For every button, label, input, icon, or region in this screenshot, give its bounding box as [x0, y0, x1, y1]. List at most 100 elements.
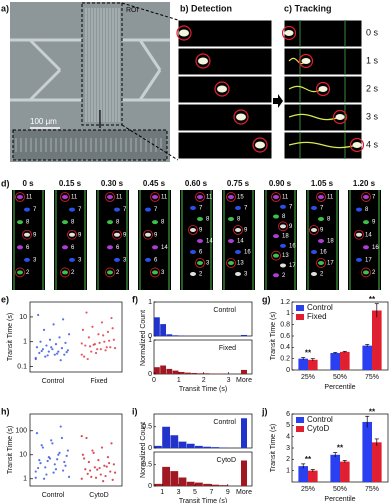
- tracked-circle: [15, 192, 25, 202]
- cell-id: 2: [372, 270, 376, 276]
- cell-id: 11: [161, 195, 168, 201]
- data-point: [108, 339, 111, 342]
- cell: [235, 272, 241, 276]
- cell: [69, 207, 75, 212]
- data-point: [51, 442, 54, 445]
- data-point: [96, 468, 99, 471]
- cell: [190, 206, 196, 210]
- data-point: [98, 341, 101, 344]
- histogram-bar: [178, 441, 187, 448]
- data-point: [58, 336, 61, 339]
- histogram-bar: [211, 484, 220, 486]
- time-label: 4 s: [366, 139, 379, 149]
- data-point: [81, 453, 85, 456]
- cell: [301, 58, 311, 64]
- histogram-bar: [186, 481, 195, 486]
- cell: [179, 29, 189, 37]
- data-point: [35, 346, 39, 349]
- data-point: [67, 333, 71, 336]
- cell: [69, 257, 75, 262]
- tracked-circle: [105, 192, 115, 202]
- cell: [107, 195, 113, 199]
- cell-id: 13: [282, 253, 289, 259]
- data-point: [50, 346, 53, 349]
- panel-label: e): [1, 294, 9, 304]
- data-point: [104, 349, 107, 352]
- cell-id: 7: [289, 204, 293, 210]
- histogram-bar: [203, 446, 211, 448]
- cell: [356, 257, 362, 262]
- cell: [363, 220, 369, 225]
- bar: [372, 310, 382, 370]
- cell: [62, 195, 68, 199]
- x-tick-label: 5: [193, 489, 197, 496]
- cell-id: 11: [116, 195, 123, 201]
- histogram-bar: [162, 466, 170, 486]
- cell-id: 7: [78, 207, 82, 213]
- y-tick-label: 0: [148, 333, 152, 340]
- histogram-bar: [191, 372, 198, 374]
- y-tick-label: 1: [148, 299, 152, 306]
- cell-id: 3: [244, 272, 248, 278]
- channel: [28, 68, 62, 102]
- plot-frame: [153, 413, 253, 449]
- histogram-bar: [178, 371, 185, 374]
- cell: [311, 272, 317, 276]
- cell: [217, 85, 227, 93]
- data-point: [104, 474, 107, 478]
- data-point: [102, 334, 105, 337]
- data-point: [47, 350, 50, 353]
- bar: [362, 421, 372, 482]
- bar: [308, 359, 318, 370]
- x-tick-label: 7: [209, 489, 213, 496]
- data-point: [85, 436, 88, 440]
- cell-id: 14: [237, 239, 244, 245]
- cell-id: 15: [237, 195, 244, 201]
- time-label: 2 s: [366, 83, 379, 93]
- tracked-circle: [233, 225, 243, 235]
- cell: [197, 217, 203, 221]
- x-tick-label: 1: [160, 489, 164, 496]
- data-point: [112, 463, 115, 466]
- data-point: [60, 436, 64, 440]
- data-point: [52, 471, 55, 474]
- cell-id: 3: [161, 270, 165, 276]
- data-point: [63, 353, 66, 356]
- zoom-line: [121, 124, 179, 161]
- legend-label: Control: [307, 415, 333, 424]
- data-point: [41, 446, 44, 449]
- y-tick-label: 0: [148, 371, 152, 378]
- cell: [235, 250, 241, 254]
- cell-id: 6: [199, 250, 203, 256]
- cell-id: 8: [116, 220, 120, 226]
- cell-id: 9: [199, 228, 203, 234]
- panel-label: h): [1, 406, 10, 416]
- detection-circle: [298, 53, 314, 69]
- data-point: [96, 348, 99, 351]
- cell: [228, 217, 234, 221]
- cell: [17, 195, 23, 199]
- more-bar: [241, 334, 247, 336]
- histogram-bar: [172, 370, 179, 374]
- cell-id: 9: [123, 232, 127, 238]
- cell: [311, 250, 317, 254]
- frame: [180, 190, 213, 290]
- bar: [308, 470, 318, 482]
- bar: [330, 353, 340, 370]
- y-tick-label: 1: [286, 310, 290, 317]
- plot-frame: [153, 301, 253, 337]
- data-point: [63, 460, 66, 464]
- data-point: [102, 480, 105, 483]
- x-category-label: Control: [42, 378, 65, 385]
- histogram-bar: [195, 482, 203, 486]
- data-point: [62, 469, 65, 472]
- data-point: [103, 464, 106, 467]
- data-point: [98, 466, 101, 470]
- frame-time: 0 s: [22, 179, 34, 188]
- data-point: [54, 343, 58, 346]
- x-tick-label: 9: [226, 489, 230, 496]
- plot-frame: [153, 451, 253, 487]
- data-point: [113, 471, 117, 474]
- bar: [340, 351, 350, 370]
- cell: [190, 228, 196, 232]
